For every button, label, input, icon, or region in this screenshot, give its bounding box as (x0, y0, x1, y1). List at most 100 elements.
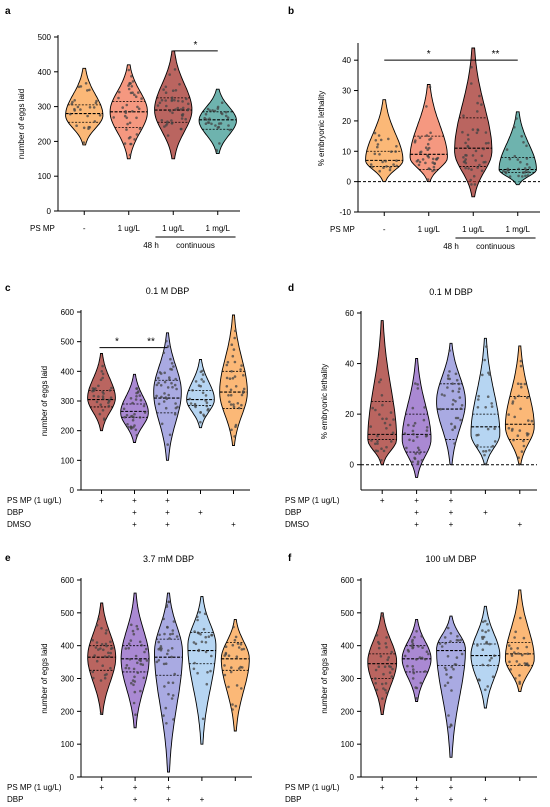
data-point (520, 135, 523, 138)
data-point (82, 126, 86, 130)
data-point (493, 427, 496, 431)
panel-d: d 0.1 M DBP 0 20 40 60 % embryonic lethality PS… (285, 283, 537, 529)
data-point (175, 635, 179, 638)
data-point (385, 636, 388, 639)
data-point (135, 116, 138, 120)
data-point (97, 617, 100, 621)
panel-title: 3.7 mM DBP (143, 554, 194, 564)
data-point (421, 646, 424, 649)
data-point (168, 376, 171, 379)
data-point (162, 662, 166, 666)
violin-0 (367, 612, 398, 716)
data-point (173, 98, 176, 102)
data-point (387, 137, 390, 141)
treatment-label: PS MP (1 ug/L) (7, 783, 62, 792)
data-point (511, 400, 515, 403)
data-point (375, 633, 379, 637)
data-point (522, 439, 525, 443)
data-point (389, 166, 392, 169)
data-point (518, 663, 521, 666)
data-point (104, 642, 108, 646)
data-point (516, 158, 520, 161)
violin-0 (65, 67, 104, 146)
data-point (425, 105, 428, 108)
data-point (172, 620, 176, 623)
data-point (405, 446, 408, 450)
data-point (171, 89, 175, 92)
data-point (131, 629, 135, 633)
data-point (449, 676, 452, 679)
data-point (139, 689, 142, 693)
treatment-label: DBP (285, 508, 301, 517)
data-point (181, 100, 184, 103)
data-point (201, 373, 205, 376)
data-point (203, 116, 206, 120)
violin-3 (186, 359, 215, 429)
data-point (469, 178, 473, 182)
data-point (230, 343, 234, 347)
data-point (422, 418, 426, 422)
data-point (481, 629, 484, 632)
data-point (164, 662, 168, 665)
data-point (478, 163, 481, 167)
data-point (451, 428, 454, 432)
data-point (424, 161, 427, 165)
data-point (123, 142, 127, 145)
data-point (412, 668, 415, 671)
data-point (86, 114, 89, 118)
violin-0 (365, 99, 404, 183)
data-point (99, 679, 103, 682)
data-point (231, 377, 235, 380)
treatment-mark: + (483, 795, 488, 804)
data-point (476, 166, 479, 169)
data-point (412, 432, 415, 436)
data-point (164, 85, 168, 89)
data-point (84, 82, 88, 85)
data-point (210, 633, 214, 637)
data-point (425, 650, 429, 653)
data-point (204, 112, 208, 116)
y-tick-label: 400 (61, 642, 75, 651)
panel-a: a 0 100 200 300 400 500 number of eggs laid * PS … (5, 6, 240, 250)
panel-f: f 100 uM DBP 0 100 200 300 400 500 600 number of … (285, 553, 537, 804)
data-point (139, 662, 143, 666)
data-point (130, 414, 134, 418)
data-point (73, 99, 76, 102)
data-point (109, 666, 112, 670)
data-point (382, 449, 386, 453)
data-point (481, 648, 485, 651)
data-point (411, 665, 415, 668)
data-point (181, 106, 185, 110)
data-point (235, 655, 239, 658)
data-point (484, 131, 488, 134)
data-point (184, 117, 187, 121)
data-point (480, 169, 484, 173)
data-point (129, 425, 133, 429)
data-point (234, 329, 237, 333)
data-point (458, 387, 461, 391)
category-label: 1 mg/L (506, 225, 531, 234)
data-point (97, 384, 100, 388)
data-point (488, 449, 491, 452)
data-point (163, 685, 166, 688)
data-point (206, 107, 210, 111)
data-point (172, 718, 175, 721)
data-point (163, 125, 166, 128)
data-point (233, 336, 236, 340)
data-point (170, 655, 173, 659)
data-point (131, 401, 134, 405)
data-point (411, 646, 414, 650)
y-tick-label: 200 (61, 427, 75, 436)
data-point (515, 660, 519, 663)
data-point (228, 128, 232, 132)
data-point (470, 183, 473, 186)
data-point (223, 664, 226, 667)
data-point (522, 141, 525, 144)
data-point (381, 697, 384, 700)
data-point (143, 411, 147, 414)
treatment-label: DBP (285, 795, 301, 804)
y-axis-label: number of eggs laid (320, 643, 329, 713)
data-point (233, 435, 236, 438)
y-tick-label: 0 (70, 773, 75, 782)
data-point (484, 630, 488, 634)
